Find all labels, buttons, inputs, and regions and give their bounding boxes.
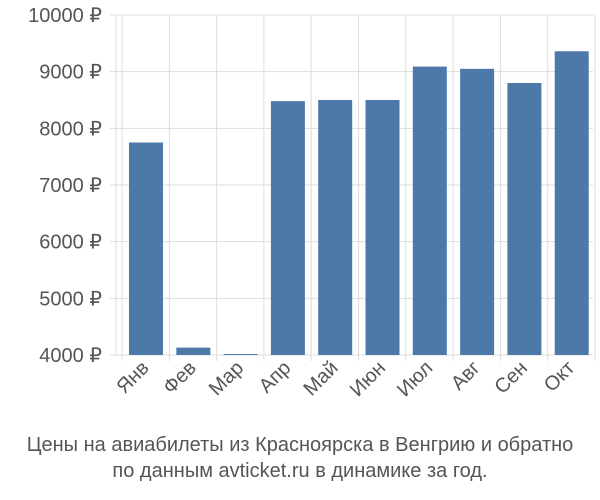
x-tick-label: Июн [346,357,390,401]
bar-1 [129,142,163,355]
bar-8 [460,68,495,355]
bar-10 [554,51,589,356]
y-tick-label: 10000 ₽ [28,5,102,27]
chart-caption: Цены на авиабилеты из Красноярска в Венг… [0,432,600,484]
x-axis-tick-labels: Янв Фев Мар Апр Май Июн Июл Авг Сен Окт [112,357,579,401]
x-tick-label: Мар [205,357,248,400]
bar-6 [365,100,400,355]
y-tick-label: 5000 ₽ [39,288,102,310]
x-tick-label: Июл [393,357,437,401]
bar-3 [223,354,258,355]
x-tick-label: Апр [255,357,296,398]
y-tick-label: 8000 ₽ [39,118,102,140]
y-tick-label: 6000 ₽ [39,232,102,254]
bar-2 [176,347,211,355]
bar-4 [270,101,305,355]
bar-5 [318,100,353,355]
grid-layer [110,14,596,361]
y-tick-label: 9000 ₽ [39,62,102,84]
x-tick-label: Фев [159,357,201,399]
y-tick-label: 7000 ₽ [39,175,102,197]
bar-9 [507,83,542,355]
y-axis-tick-labels: 4000 ₽ 5000 ₽ 6000 ₽ 7000 ₽ 8000 ₽ 9000 ₽ 1000… [28,5,102,367]
x-tick-label: Авг [447,357,485,395]
bars-layer [129,51,589,356]
bar-chart: 4000 ₽ 5000 ₽ 6000 ₽ 7000 ₽ 8000 ₽ 9000 ₽ 1000… [28,5,596,401]
x-tick-label: Май [299,357,342,400]
caption-line-1: Цены на авиабилеты из Красноярска в Венг… [26,434,574,456]
bar-7 [412,66,447,356]
x-tick-label: Янв [112,357,153,398]
y-tick-label: 4000 ₽ [39,345,102,367]
x-tick-label: Окт [540,357,579,396]
caption-line-2: по данным avticket.ru в динамике за год. [112,460,488,482]
x-tick-label: Сен [490,357,531,398]
